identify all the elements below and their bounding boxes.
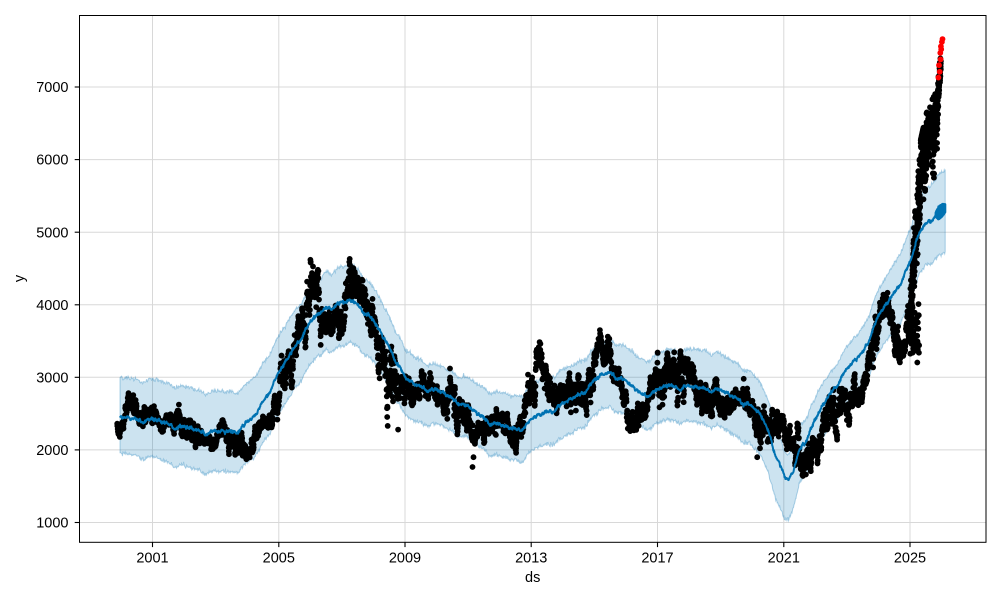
svg-text:7000: 7000 xyxy=(36,80,68,96)
svg-text:2017: 2017 xyxy=(641,550,673,566)
svg-text:2009: 2009 xyxy=(389,550,421,566)
svg-text:ds: ds xyxy=(525,570,540,586)
svg-text:6000: 6000 xyxy=(36,153,68,169)
svg-text:2000: 2000 xyxy=(36,443,68,459)
svg-text:2013: 2013 xyxy=(515,550,547,566)
svg-text:y: y xyxy=(12,274,28,282)
svg-text:2025: 2025 xyxy=(894,550,926,566)
svg-text:3000: 3000 xyxy=(36,370,68,386)
svg-text:2005: 2005 xyxy=(263,550,295,566)
svg-text:2001: 2001 xyxy=(136,550,168,566)
svg-text:2021: 2021 xyxy=(768,550,800,566)
svg-text:4000: 4000 xyxy=(36,298,68,314)
svg-text:5000: 5000 xyxy=(36,225,68,241)
svg-text:1000: 1000 xyxy=(36,516,68,532)
